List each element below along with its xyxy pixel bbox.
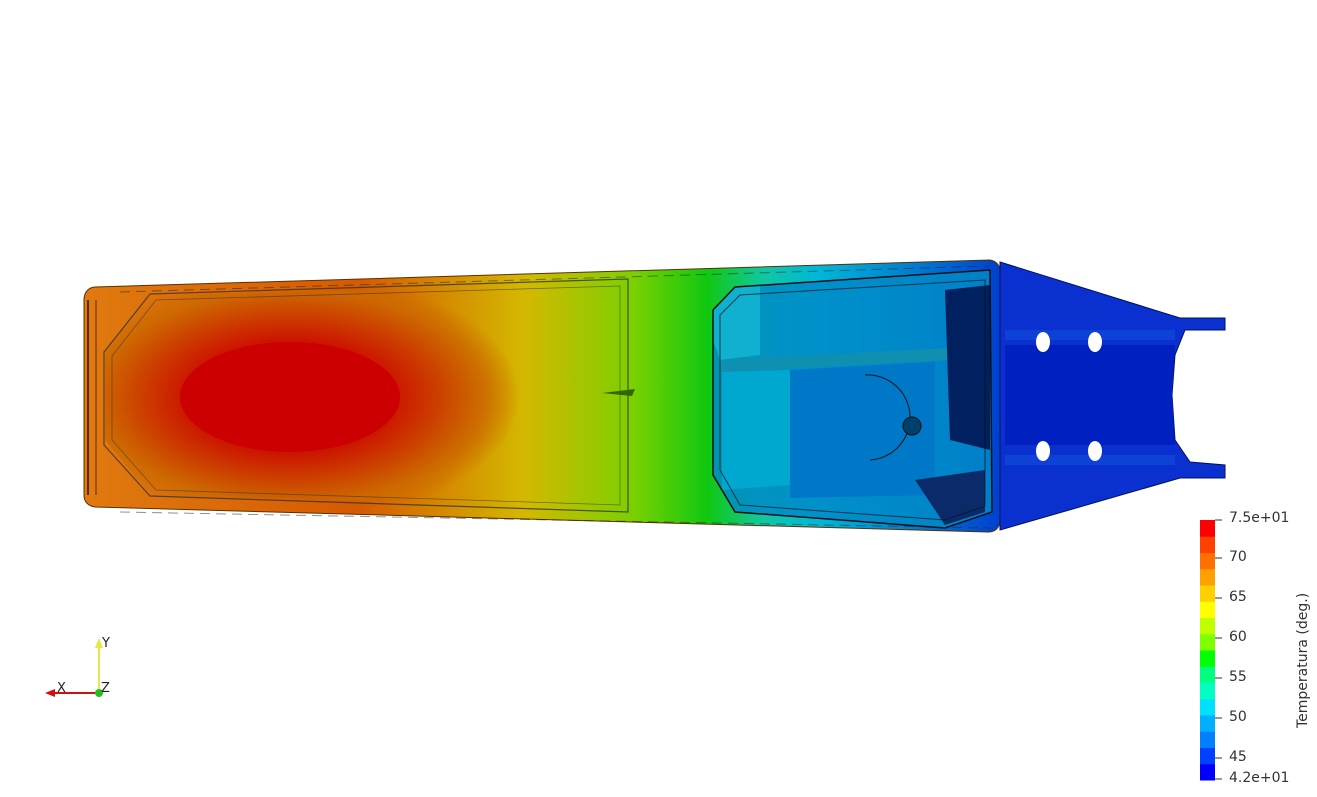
colorbar-swatch	[1200, 763, 1215, 781]
colorbar-swatch	[1200, 747, 1215, 765]
colorbar-swatch	[1200, 520, 1215, 537]
colorbar-tick-label: 70	[1229, 549, 1247, 565]
colorbar-swatch	[1200, 731, 1215, 748]
colorbar-tick-label: 45	[1229, 749, 1247, 765]
colorbar-tick-label: 50	[1229, 709, 1247, 725]
x-axis-arrow	[45, 689, 55, 697]
end-bracket	[999, 261, 1226, 531]
y-axis-arrow	[95, 638, 103, 648]
colorbar-min-label: 4.2e+01	[1229, 770, 1290, 786]
orientation-axes	[45, 638, 103, 697]
colorbar-max-label: 7.5e+01	[1229, 510, 1290, 526]
colorbar-swatch	[1200, 715, 1215, 732]
colorbar-tick-label: 65	[1229, 589, 1247, 605]
colorbar-swatch	[1200, 682, 1215, 700]
y-axis-label: Y	[102, 636, 110, 651]
colorbar-swatch	[1200, 650, 1215, 667]
colorbar-swatch	[1200, 617, 1215, 635]
colorbar-tick-label: 60	[1229, 629, 1247, 645]
colorbar-swatch	[1200, 601, 1215, 618]
x-axis-label: X	[57, 681, 66, 696]
cavity-section	[712, 269, 993, 529]
colorbar-swatch	[1200, 633, 1215, 651]
z-axis-label: Z	[101, 681, 110, 696]
z-axis-dot	[95, 689, 103, 697]
colorbar-swatch	[1200, 552, 1215, 570]
colorbar-swatch	[1200, 585, 1215, 602]
colorbar-tick-label: 55	[1229, 669, 1247, 685]
colorbar-title: Temperatura (deg.)	[1295, 592, 1311, 728]
colorbar-swatch	[1200, 536, 1215, 553]
colorbar-ticks	[1215, 519, 1222, 780]
colorbar-swatch	[1200, 666, 1215, 683]
colorbar-swatches	[1200, 520, 1215, 781]
colorbar-swatch	[1200, 698, 1215, 716]
colorbar-swatch	[1200, 568, 1215, 586]
